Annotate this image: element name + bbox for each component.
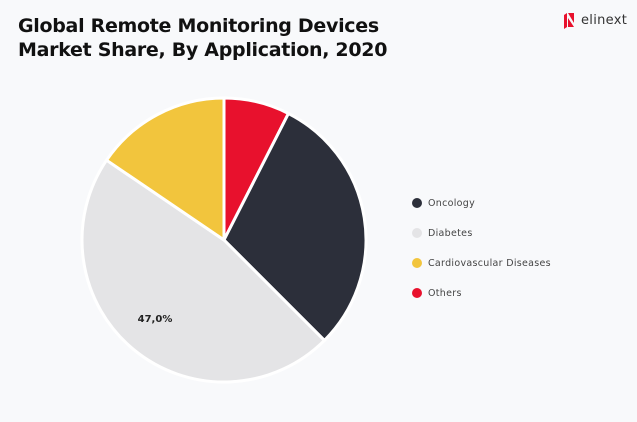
legend-item-diabetes: Diabetes xyxy=(412,218,551,248)
legend-item-cardiovascular: Cardiovascular Diseases xyxy=(412,248,551,278)
legend-item-others: Others xyxy=(412,278,551,308)
legend-label: Cardiovascular Diseases xyxy=(428,257,551,269)
legend-item-oncology: Oncology xyxy=(412,188,551,218)
pie-slice-cardiovascular-diseases xyxy=(105,96,226,242)
legend-label: Others xyxy=(428,287,462,299)
legend-swatch xyxy=(412,288,422,298)
chart-title: Global Remote Monitoring Devices Market … xyxy=(18,15,388,61)
legend: Oncology Diabetes Cardiovascular Disease… xyxy=(412,188,551,308)
brand-name: elinext xyxy=(581,12,628,28)
legend-swatch xyxy=(412,258,422,268)
legend-label: Oncology xyxy=(428,197,476,209)
brand-logo: elinext xyxy=(563,11,627,29)
legend-label: Diabetes xyxy=(428,227,473,239)
data-label-diabetes: 47,0% xyxy=(138,314,173,325)
elinext-logo-icon xyxy=(564,13,574,29)
pie-slice-oncology xyxy=(222,111,368,342)
legend-swatch xyxy=(412,228,422,238)
legend-swatch xyxy=(412,198,422,208)
pie-slice-diabetes xyxy=(80,158,326,384)
